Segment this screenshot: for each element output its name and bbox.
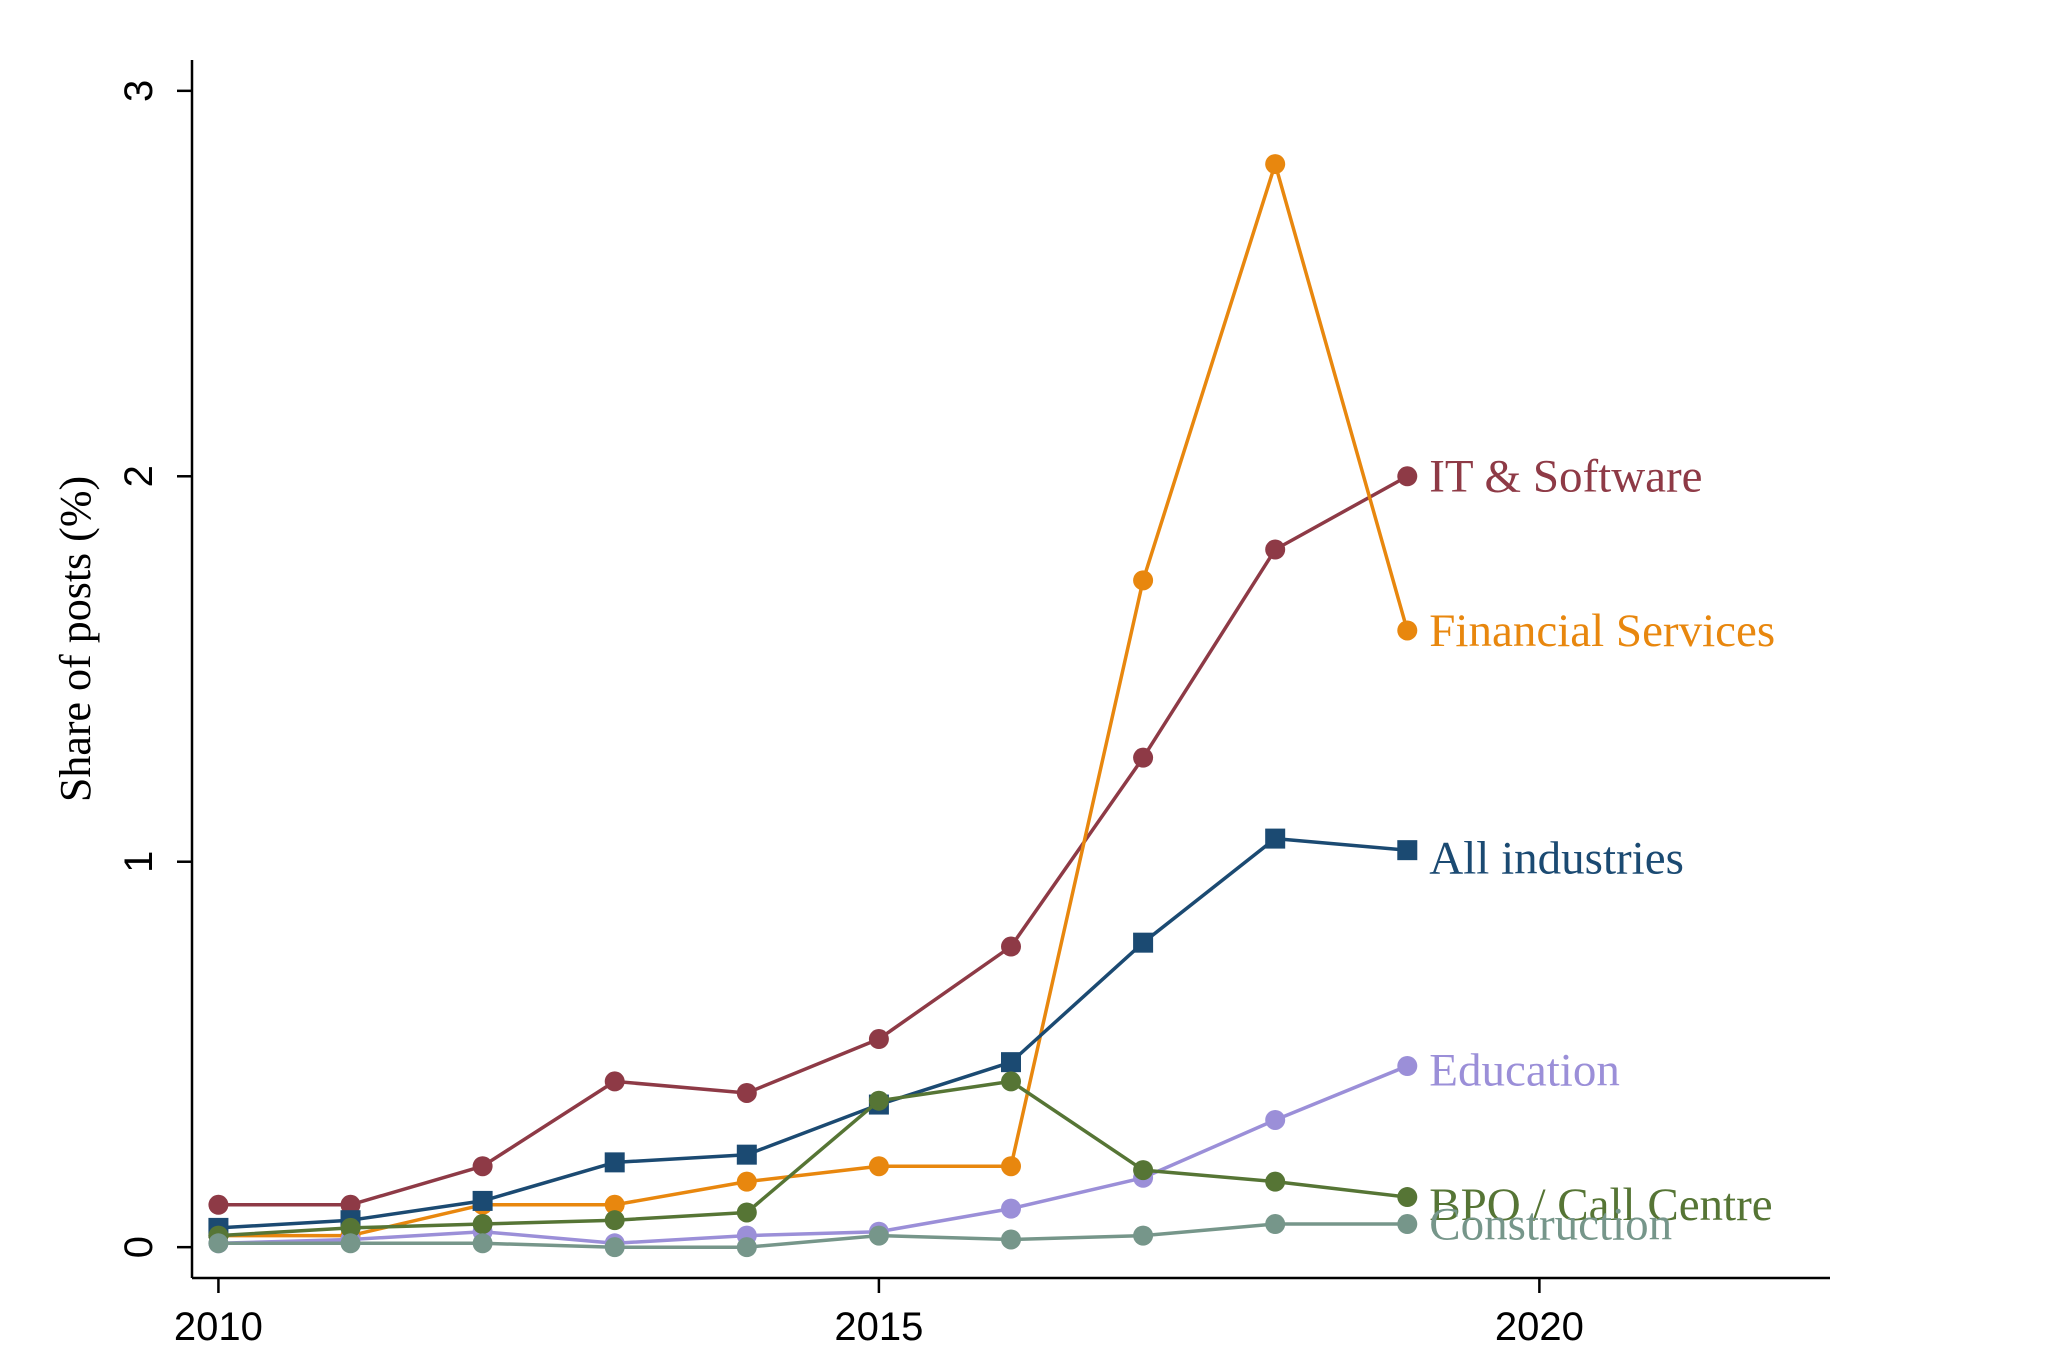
series-line-financial-services (218, 162, 1409, 1238)
series-line-it-software (218, 474, 1409, 1207)
series-line-construction (218, 1222, 1408, 1249)
data-point-it-software (736, 1082, 757, 1103)
data-point-financial-services (868, 1156, 889, 1177)
y-tick-label: 1 (117, 851, 161, 873)
data-point-bpo-call-centre (868, 1090, 889, 1111)
y-tick-label: 0 (117, 1236, 161, 1258)
series-label-education: Education (1429, 1044, 1620, 1096)
data-point-construction (736, 1237, 757, 1258)
data-point-financial-services (1133, 570, 1154, 591)
data-point-all-industries (1397, 840, 1418, 861)
data-point-construction (1397, 1214, 1418, 1235)
data-point-construction (604, 1237, 625, 1258)
series-it-software (208, 466, 1418, 1215)
data-point-bpo-call-centre (1397, 1187, 1418, 1208)
data-point-construction (1265, 1214, 1286, 1235)
data-point-bpo-call-centre (1133, 1160, 1154, 1181)
data-point-bpo-call-centre (472, 1214, 493, 1235)
data-point-construction (208, 1233, 229, 1254)
data-point-it-software (868, 1029, 889, 1050)
series-label-construction: Construction (1429, 1198, 1672, 1250)
series-labels: IT & Software Financial Services All indus… (1429, 451, 1775, 1251)
y-axis-ticks: 0 1 2 3 (117, 80, 192, 1258)
y-axis-label: Share of posts (%) (51, 476, 100, 802)
series-label-bpo-call-centre: BPO / Call Centre (1429, 1179, 1772, 1231)
data-point-financial-services (1265, 154, 1286, 175)
x-axis-ticks: 2010 2015 2020 (174, 1278, 1584, 1349)
data-point-education (1265, 1109, 1286, 1130)
data-point-it-software (340, 1194, 361, 1215)
data-point-financial-services (1001, 1156, 1021, 1177)
data-point-all-industries (1133, 932, 1154, 953)
x-tick-label: 2020 (1495, 1305, 1584, 1349)
series-label-it-software: IT & Software (1429, 451, 1702, 503)
data-point-all-industries (604, 1152, 625, 1173)
data-point-financial-services (604, 1194, 625, 1215)
series-line-education (218, 1064, 1408, 1246)
y-tick-label: 2 (117, 465, 161, 487)
data-point-bpo-call-centre (736, 1202, 757, 1223)
data-point-construction (340, 1233, 361, 1254)
data-point-it-software (472, 1156, 493, 1177)
data-point-it-software (1001, 936, 1021, 957)
data-point-bpo-call-centre (1001, 1071, 1021, 1092)
series-construction (208, 1214, 1418, 1258)
y-tick-label: 3 (117, 80, 161, 102)
data-point-all-industries (472, 1190, 493, 1211)
series-label-financial-services: Financial Services (1429, 605, 1775, 657)
data-point-bpo-call-centre (604, 1210, 625, 1231)
data-point-all-industries (1001, 1052, 1021, 1073)
series-line-all-industries (218, 836, 1408, 1230)
data-point-education (1001, 1198, 1021, 1219)
series-bpo-call-centre (208, 1071, 1418, 1246)
data-point-it-software (1133, 747, 1154, 768)
data-point-bpo-call-centre (340, 1217, 361, 1238)
series-label-all-industries: All industries (1429, 832, 1684, 884)
data-point-all-industries (736, 1144, 757, 1165)
data-point-it-software (1265, 539, 1286, 560)
series-group (208, 154, 1418, 1258)
data-point-bpo-call-centre (1265, 1171, 1286, 1192)
data-point-construction (1001, 1229, 1021, 1250)
data-point-financial-services (736, 1171, 757, 1192)
data-point-it-software (1397, 466, 1418, 487)
data-point-construction (868, 1225, 889, 1246)
data-point-construction (472, 1233, 493, 1254)
x-tick-label: 2010 (174, 1305, 263, 1349)
data-point-education (1397, 1056, 1418, 1077)
data-point-financial-services (1397, 620, 1418, 641)
series-line-bpo-call-centre (218, 1079, 1408, 1238)
x-tick-label: 2015 (834, 1305, 923, 1349)
data-point-construction (1133, 1225, 1154, 1246)
data-point-all-industries (1265, 828, 1286, 849)
data-point-it-software (604, 1071, 625, 1092)
data-point-it-software (208, 1194, 229, 1215)
